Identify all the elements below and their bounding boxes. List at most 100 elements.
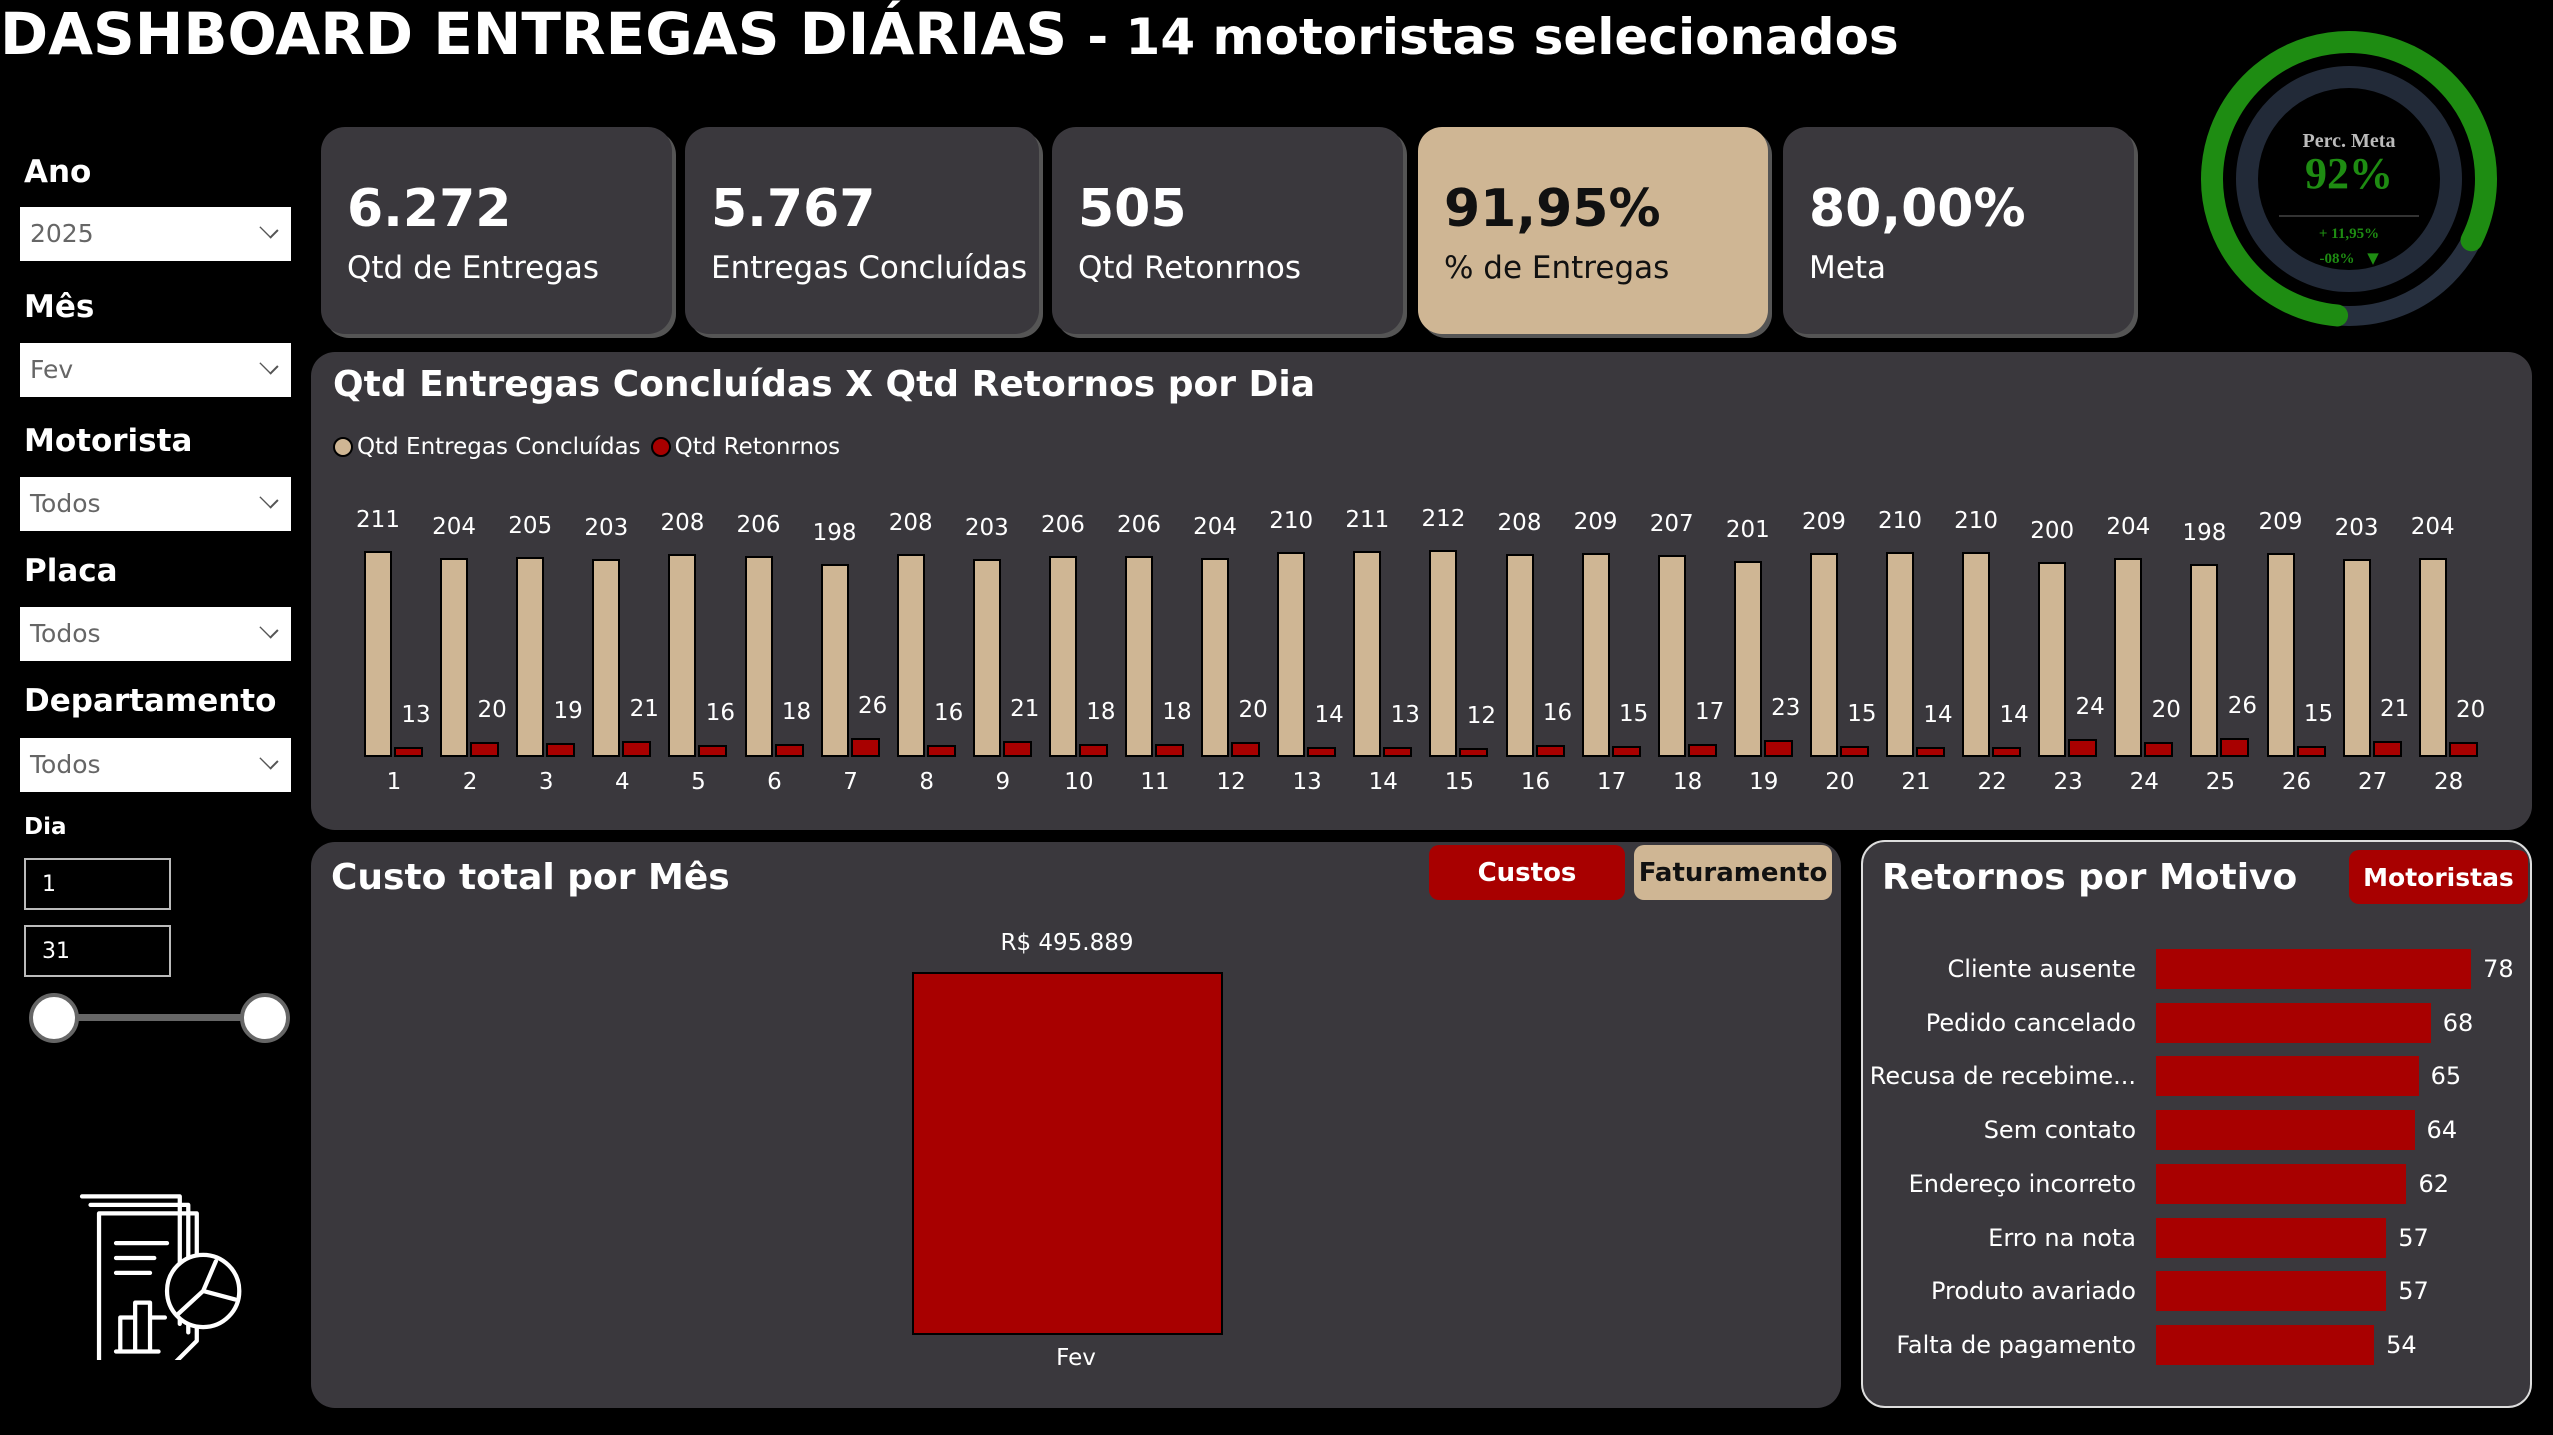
bar-retornos[interactable] <box>1839 745 1869 757</box>
bar-retornos[interactable] <box>1687 744 1717 757</box>
bar-entregas[interactable] <box>1657 554 1686 757</box>
bar-entregas[interactable] <box>1733 560 1762 757</box>
reason-bar[interactable] <box>2156 1163 2407 1204</box>
x-tick-label: 24 <box>2129 769 2159 795</box>
reason-row[interactable]: Erro na nota 57 <box>1870 1216 2530 1260</box>
bar-entregas[interactable] <box>1581 553 1610 757</box>
bar-entregas[interactable] <box>744 555 773 757</box>
bar-retornos[interactable] <box>2372 741 2402 757</box>
bar-entregas[interactable] <box>1809 553 1838 757</box>
faturamento-toggle-button[interactable]: Faturamento <box>1634 845 1832 900</box>
bar-entregas[interactable] <box>364 551 392 757</box>
reason-row[interactable]: Sem contato 64 <box>1870 1108 2530 1152</box>
bar-retornos[interactable] <box>2296 745 2326 757</box>
day-slider-track[interactable] <box>54 1014 265 1021</box>
bar-retornos[interactable] <box>1916 746 1945 757</box>
value-label-entregas: 209 <box>1573 509 1618 536</box>
value-label-retornos: 20 <box>2151 697 2181 723</box>
bar-retornos[interactable] <box>1155 743 1184 757</box>
bar-retornos[interactable] <box>1459 748 1489 757</box>
title-main: DASHBOARD ENTREGAS DIÁRIAS <box>0 0 1068 68</box>
bar-entregas[interactable] <box>2342 558 2371 757</box>
bar-entregas[interactable] <box>1048 555 1077 757</box>
reason-row[interactable]: Pedido cancelado 68 <box>1870 1001 2530 1045</box>
bar-retornos[interactable] <box>2144 742 2174 757</box>
bar-entregas[interactable] <box>2190 563 2219 757</box>
bar-entregas[interactable] <box>1886 552 1914 757</box>
reason-row[interactable]: Falta de pagamento 54 <box>1870 1323 2530 1367</box>
day-from-input[interactable]: 1 <box>24 858 171 910</box>
bar-retornos[interactable] <box>394 747 423 757</box>
bar-retornos[interactable] <box>1307 746 1337 757</box>
bar-retornos[interactable] <box>2220 737 2250 757</box>
bar-retornos[interactable] <box>1002 741 1032 757</box>
dropdown-motorista[interactable]: Todos <box>20 477 291 531</box>
reason-bar[interactable] <box>2156 1056 2419 1097</box>
reason-row[interactable]: Endereço incorreto 62 <box>1870 1162 2530 1206</box>
reason-bar[interactable] <box>2156 1217 2387 1258</box>
bar-retornos[interactable] <box>1611 745 1641 757</box>
day-slider-start-handle[interactable] <box>29 993 79 1043</box>
bar-retornos[interactable] <box>698 745 728 757</box>
bar-entregas[interactable] <box>2038 561 2067 757</box>
bar-entregas[interactable] <box>1125 555 1153 757</box>
bar-entregas[interactable] <box>1277 552 1306 757</box>
reason-bar[interactable] <box>2156 1110 2415 1151</box>
bar-entregas[interactable] <box>1505 553 1534 757</box>
legend-label-retornos[interactable]: Qtd Retonrnos <box>674 434 841 460</box>
bar-retornos[interactable] <box>1383 747 1413 757</box>
bar-retornos[interactable] <box>546 742 576 757</box>
reason-bar[interactable] <box>2156 949 2472 989</box>
bar-retornos[interactable] <box>774 743 804 757</box>
legend-label-entregas[interactable]: Qtd Entregas Concluídas <box>357 434 641 460</box>
bar-retornos[interactable] <box>1763 739 1793 757</box>
bar-retornos[interactable] <box>622 741 652 757</box>
day-to-input[interactable]: 31 <box>24 925 171 977</box>
bar-entregas[interactable] <box>592 558 621 757</box>
bar-entregas[interactable] <box>2114 557 2143 757</box>
value-label-retornos: 14 <box>1999 701 2029 728</box>
reason-row[interactable]: Cliente ausente 78 <box>1870 947 2530 991</box>
dropdown-departamento[interactable]: Todos <box>20 738 291 792</box>
reason-bar[interactable] <box>2156 1002 2431 1043</box>
dropdown-ano[interactable]: 2025 <box>20 207 291 261</box>
bar-retornos[interactable] <box>850 737 880 757</box>
reason-bar[interactable] <box>2156 1324 2375 1365</box>
bar-entregas[interactable] <box>972 558 1001 757</box>
reason-bar[interactable] <box>2156 1271 2387 1312</box>
bar-entregas[interactable] <box>1429 550 1458 757</box>
x-tick-label: 13 <box>1292 769 1322 795</box>
dropdown-placa[interactable]: Todos <box>20 607 291 661</box>
bar-entregas[interactable] <box>2418 557 2447 757</box>
reason-row[interactable]: Recusa de recebime... 65 <box>1870 1054 2530 1098</box>
day-slider-end-handle[interactable] <box>240 993 290 1043</box>
bar-retornos[interactable] <box>926 745 956 757</box>
bar-retornos[interactable] <box>2448 742 2478 757</box>
bar-entregas[interactable] <box>516 556 545 757</box>
reason-row[interactable]: Produto avariado 57 <box>1870 1269 2530 1313</box>
bar-retornos[interactable] <box>1992 746 2022 757</box>
bar-retornos[interactable] <box>1535 745 1565 757</box>
bar-entregas[interactable] <box>440 557 469 757</box>
bar-retornos[interactable] <box>470 742 500 757</box>
reason-label: Endereço incorreto <box>1908 1169 2136 1198</box>
value-label-retornos: 16 <box>934 700 964 726</box>
custos-toggle-button[interactable]: Custos <box>1429 845 1625 900</box>
bar-entregas[interactable] <box>820 563 849 757</box>
bar-entregas[interactable] <box>2266 553 2295 757</box>
bar-entregas[interactable] <box>1201 557 1230 757</box>
bar-retornos[interactable] <box>1078 743 1108 757</box>
cost-bar-fev[interactable] <box>912 972 1223 1335</box>
dropdown-mes[interactable]: Fev <box>20 343 291 397</box>
value-label-entregas: 206 <box>1040 511 1085 538</box>
gauge-label: Perc. Meta <box>2303 130 2396 152</box>
motoristas-button[interactable]: Motoristas <box>2349 850 2528 904</box>
value-label-entregas: 209 <box>1801 509 1846 536</box>
bar-entregas[interactable] <box>668 553 697 757</box>
bar-retornos[interactable] <box>1231 742 1261 757</box>
bar-retornos[interactable] <box>2068 739 2098 757</box>
bar-entregas[interactable] <box>1353 551 1382 757</box>
value-label-retornos: 17 <box>1695 699 1725 726</box>
bar-entregas[interactable] <box>896 553 925 757</box>
bar-entregas[interactable] <box>1962 552 1991 757</box>
